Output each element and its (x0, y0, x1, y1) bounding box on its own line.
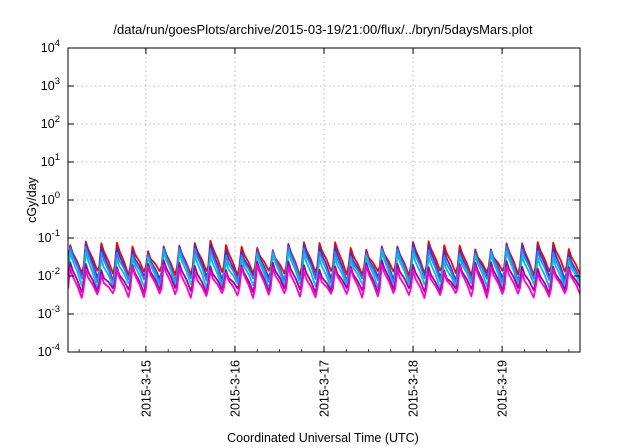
y-tick-label: 102 (41, 114, 60, 131)
y-tick-label: 100 (41, 190, 60, 207)
y-tick-label: 104 (41, 38, 60, 55)
x-tick-label: 2015-3-15 (139, 360, 153, 417)
x-axis-label: Coordinated Universal Time (UTC) (227, 431, 419, 445)
series-line-5 (68, 259, 580, 294)
series-group (68, 239, 580, 299)
y-tick-label: 101 (41, 152, 60, 169)
y-tick-label: 10-3 (38, 304, 60, 321)
x-tick-label: 2015-3-16 (228, 360, 242, 417)
x-tick-label: 2015-3-18 (407, 360, 421, 417)
grid (68, 48, 580, 352)
y-tick-label: 10-2 (38, 266, 60, 283)
ticks: 10-4 10-3 10-2 10-1 100 101 102 103 104 2015-3-15… (38, 38, 580, 417)
y-tick-label: 10-1 (38, 228, 60, 245)
y-tick-label: 10-4 (38, 342, 60, 359)
x-tick-label: 2015-3-17 (318, 360, 332, 417)
chart-title: /data/run/goesPlots/archive/2015-03-19/2… (113, 22, 533, 37)
y-tick-label: 103 (41, 76, 60, 93)
series-line-6 (68, 263, 580, 299)
y-axis-label: cGy/day (25, 176, 39, 223)
x-tick-label: 2015-3-19 (496, 360, 510, 417)
